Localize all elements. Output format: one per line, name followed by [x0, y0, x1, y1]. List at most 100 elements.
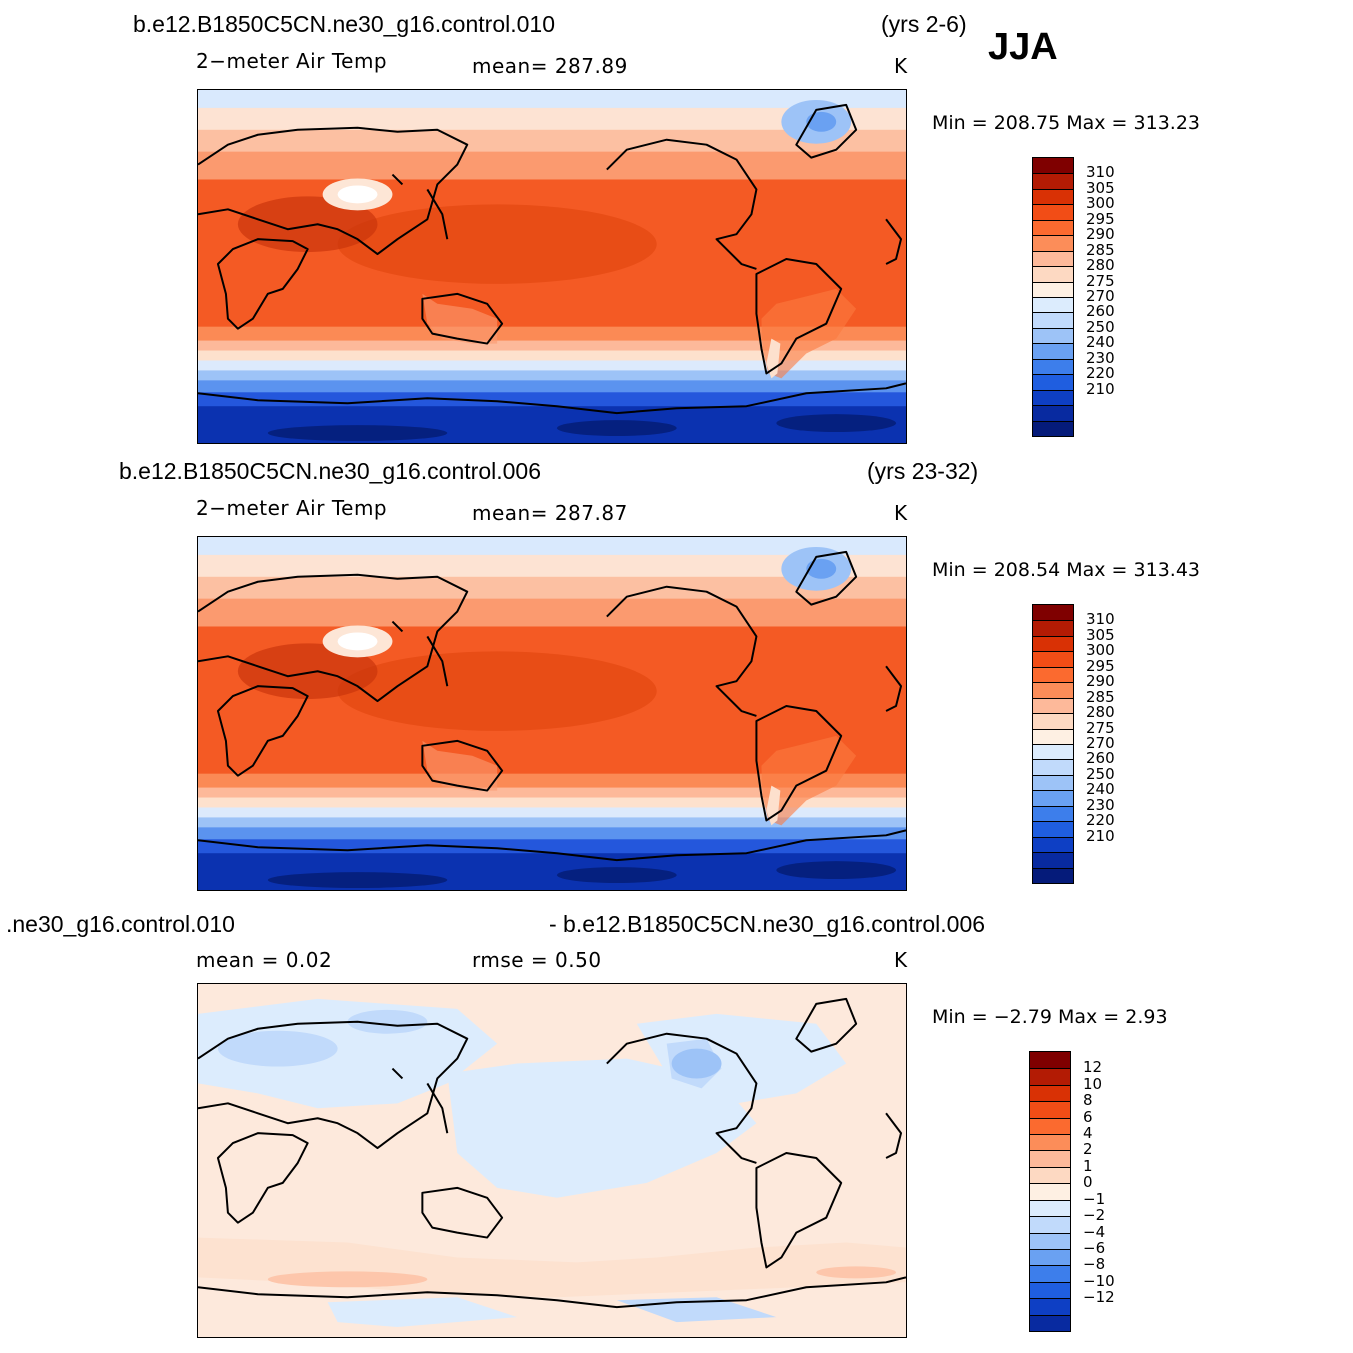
colorbar-tick-label: 260 [1086, 302, 1115, 321]
variable-label: 2−meter Air Temp [196, 496, 388, 520]
case-name: b.e12.B1850C5CN.ne30_g16.control.006 [119, 458, 541, 484]
colorbar-swatch [1030, 1150, 1070, 1167]
colorbar [1032, 157, 1074, 437]
colorbar-swatch [1033, 188, 1073, 205]
colorbar-swatch [1030, 1248, 1070, 1266]
colorbar-tick-label: −10 [1083, 1271, 1115, 1290]
colorbar-tick-label: −8 [1083, 1255, 1106, 1274]
colorbar-swatch [1033, 666, 1073, 683]
colorbar-swatch [1033, 682, 1073, 698]
units-label: K [894, 501, 908, 525]
colorbar-swatch [1033, 759, 1073, 775]
colorbar-tick-label: 220 [1086, 811, 1115, 830]
colorbar-swatch [1033, 327, 1073, 344]
colorbar-tick-label: 310 [1086, 163, 1115, 182]
colorbar-swatch [1030, 1068, 1070, 1085]
colorbar-swatch [1033, 250, 1073, 267]
colorbar-tick-label: 250 [1086, 317, 1115, 336]
colorbar-tick-label: 310 [1086, 610, 1115, 629]
colorbar-swatch [1033, 605, 1073, 621]
mean-label: mean = 0.02 [196, 948, 333, 972]
colorbar-tick-label: 250 [1086, 764, 1115, 783]
colorbar-tick-label: −6 [1083, 1238, 1106, 1257]
colorbar-tick-label: 230 [1086, 795, 1115, 814]
colorbar-swatch [1033, 805, 1073, 822]
colorbar-tick-label: −2 [1083, 1206, 1106, 1225]
colorbar-swatch [1033, 343, 1073, 359]
colorbar-tick-label: 1 [1083, 1156, 1093, 1175]
colorbar-swatch [1033, 405, 1073, 421]
colorbar-tick-label: −4 [1083, 1222, 1106, 1241]
temperature-map [197, 536, 907, 891]
colorbar-tick-label: 275 [1086, 271, 1115, 290]
colorbar-swatch [1033, 821, 1073, 837]
difference-map [197, 983, 907, 1338]
colorbar-swatch [1033, 204, 1073, 220]
colorbar-swatch [1033, 713, 1073, 729]
colorbar-swatch [1033, 173, 1073, 189]
colorbar-tick-label: 295 [1086, 209, 1115, 228]
colorbar-tick-label: 295 [1086, 656, 1115, 675]
colorbar-tick-label: 305 [1086, 178, 1115, 197]
colorbar-swatch [1033, 744, 1073, 760]
colorbar-tick-label: 210 [1086, 826, 1115, 845]
colorbar-tick-label: 0 [1083, 1173, 1093, 1192]
colorbar-tick-label: 280 [1086, 256, 1115, 275]
colorbar-tick-label: 8 [1083, 1091, 1093, 1110]
colorbar-tick-label: 305 [1086, 625, 1115, 644]
variable-label: 2−meter Air Temp [196, 49, 388, 73]
colorbar-swatch [1030, 1216, 1070, 1233]
colorbar-swatch [1030, 1199, 1070, 1217]
colorbar-swatch [1030, 1117, 1070, 1135]
minmax-label: Min = −2.79 Max = 2.93 [932, 1006, 1168, 1028]
colorbar-tick-label: 4 [1083, 1124, 1093, 1143]
colorbar-tick-label: 240 [1086, 333, 1115, 352]
colorbar-swatch [1033, 697, 1073, 714]
colorbar-tick-label: 275 [1086, 718, 1115, 737]
colorbar-swatch [1033, 790, 1073, 806]
colorbar-swatch [1033, 281, 1073, 297]
colorbar-tick-label: 240 [1086, 780, 1115, 799]
colorbar-swatch [1033, 297, 1073, 313]
mean-label: mean= 287.89 [472, 54, 628, 78]
map-svg [198, 537, 906, 890]
colorbar-tick-label: 230 [1086, 348, 1115, 367]
colorbar-swatch [1033, 312, 1073, 328]
colorbar-swatch [1033, 651, 1073, 667]
minmax-label: Min = 208.54 Max = 313.43 [932, 559, 1200, 581]
colorbar-swatch [1033, 620, 1073, 636]
colorbar-swatch [1033, 358, 1073, 375]
mean-label: mean= 287.87 [472, 501, 628, 525]
colorbar-tick-label: 6 [1083, 1107, 1093, 1126]
colorbar-swatch [1030, 1084, 1070, 1102]
colorbar-tick-label: 285 [1086, 687, 1115, 706]
colorbar-tick-label: 290 [1086, 672, 1115, 691]
colorbar-swatch [1033, 266, 1073, 282]
units-label: K [894, 54, 908, 78]
colorbar-swatch [1030, 1101, 1070, 1118]
colorbar-tick-label: 280 [1086, 703, 1115, 722]
map-svg [198, 90, 906, 443]
colorbar-swatch [1033, 219, 1073, 236]
colorbar-swatch [1030, 1281, 1070, 1299]
colorbar-swatch [1030, 1052, 1070, 1069]
colorbar-swatch [1030, 1183, 1070, 1200]
colorbar-swatch [1033, 235, 1073, 251]
colorbar-swatch [1033, 374, 1073, 390]
case-name-left: .ne30_g16.control.010 [6, 911, 235, 937]
colorbar-swatch [1033, 774, 1073, 791]
colorbar-tick-label: 12 [1083, 1058, 1103, 1077]
colorbar-swatch [1033, 158, 1073, 174]
colorbar-tick-label: −12 [1083, 1288, 1115, 1307]
units-label: K [894, 948, 908, 972]
colorbar-swatch [1033, 635, 1073, 652]
colorbar-swatch [1030, 1298, 1070, 1315]
case-name-right: - b.e12.B1850C5CN.ne30_g16.control.006 [549, 911, 986, 937]
colorbar-tick-label: 285 [1086, 240, 1115, 259]
colorbar [1029, 1051, 1071, 1332]
colorbar-tick-label: 210 [1086, 379, 1115, 398]
season-title: JJA [988, 26, 1058, 68]
colorbar-swatch [1030, 1134, 1070, 1151]
colorbar-swatch [1033, 420, 1073, 436]
colorbar-swatch [1030, 1166, 1070, 1184]
